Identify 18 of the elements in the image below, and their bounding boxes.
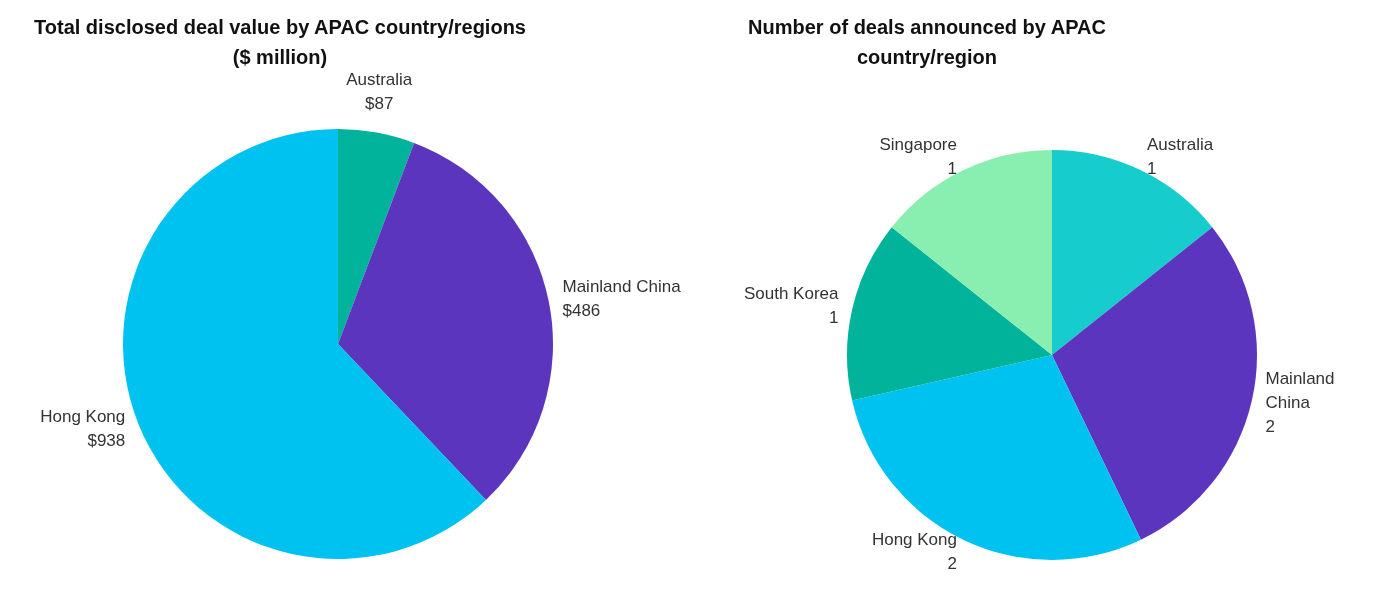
data-label: 1 xyxy=(947,159,957,179)
slice-label: Mainland China xyxy=(562,276,682,296)
data-label: 1 xyxy=(1147,159,1157,179)
data-label: $938 xyxy=(87,430,126,450)
slice-label: South Korea xyxy=(743,283,840,303)
slice-label: Singapore xyxy=(879,135,957,155)
slice-label: Australia xyxy=(346,70,413,90)
slice-label: Hong Kong xyxy=(40,406,126,426)
data-label: 1 xyxy=(829,307,839,327)
chart-title: Number of deals announced by APAC country/region xyxy=(747,15,1107,70)
data-label: 2 xyxy=(1265,417,1275,437)
slice-label: Australia xyxy=(1147,135,1214,155)
slice-label: Hong Kong xyxy=(871,530,957,549)
data-label: $486 xyxy=(562,300,601,320)
chart-title: Total disclosed deal value by APAC country/regions ($ million) xyxy=(33,15,527,70)
data-label: $87 xyxy=(365,94,394,114)
data-label: 2 xyxy=(947,554,957,573)
slice-label: Mainland China xyxy=(1265,369,1335,413)
